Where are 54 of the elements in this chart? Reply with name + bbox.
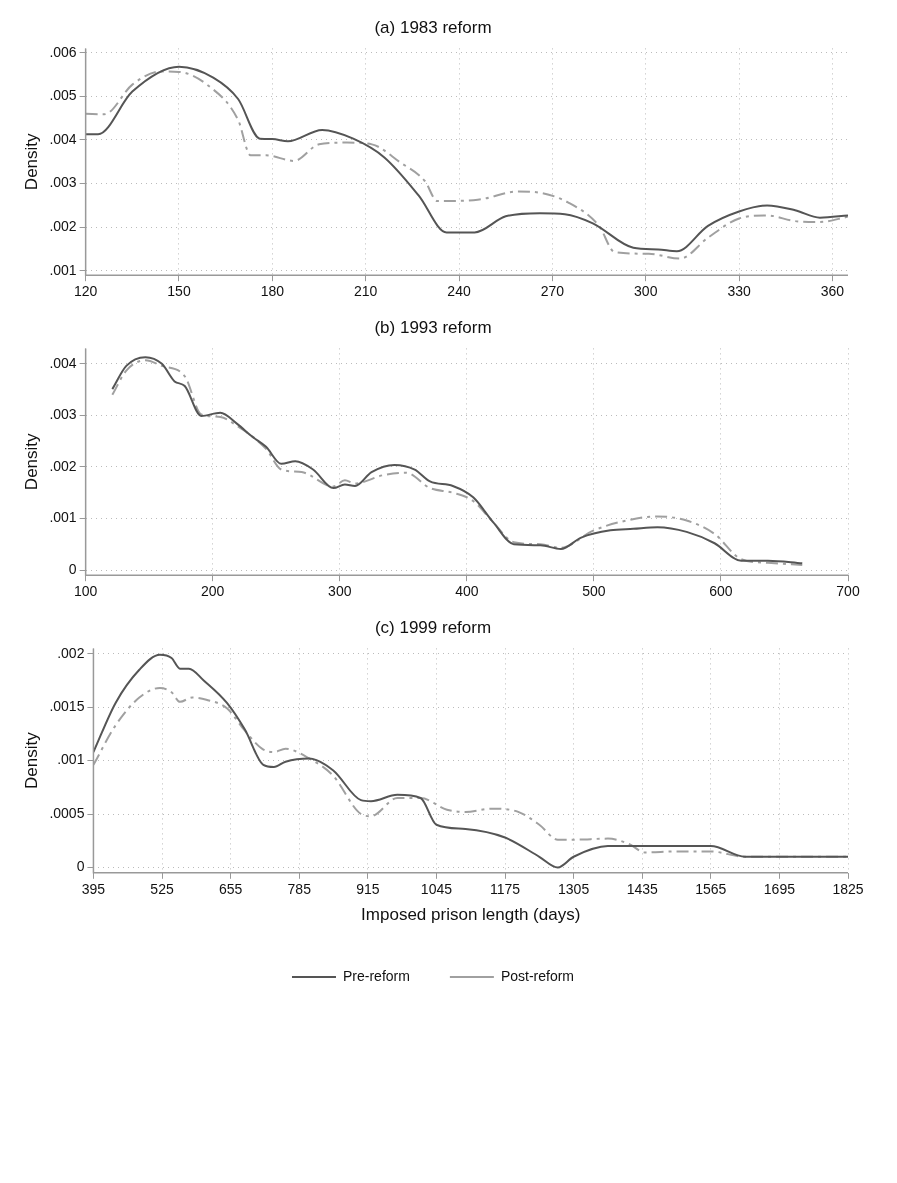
x-tick-label: 600 (709, 583, 733, 600)
y-tick-label: 0 (68, 560, 77, 577)
y-tick-label: .005 (49, 87, 77, 104)
x-tick-label: 1565 (695, 881, 727, 898)
x-tick-label: 1175 (489, 881, 521, 898)
x-tick-label: 100 (73, 583, 98, 600)
legend-label: Pre-reform (342, 967, 410, 984)
x-tick-label: 700 (836, 583, 860, 600)
x-tick-label: 240 (447, 283, 471, 300)
x-tick-label: 500 (582, 583, 606, 600)
y-tick-label: .001 (57, 751, 85, 768)
y-tick-label: .003 (49, 174, 77, 191)
x-tick-label: 300 (634, 283, 658, 300)
x-tick-label: 915 (356, 881, 380, 898)
y-tick-label: .002 (49, 218, 77, 235)
x-tick-label: 300 (328, 583, 352, 600)
y-tick-label: .001 (49, 509, 77, 526)
line-series (93, 653, 848, 869)
y-tick-label: .001 (49, 261, 77, 278)
x-tick-label: 120 (73, 283, 98, 300)
y-axis-title: Density (21, 132, 41, 191)
x-tick-label: 525 (150, 881, 174, 898)
x-tick-label: 210 (354, 283, 378, 300)
y-tick-label: .004 (49, 354, 77, 371)
y-tick-label: 0 (76, 858, 85, 875)
x-tick-label: 655 (218, 881, 243, 898)
x-axis-title: Imposed prison length (days) (361, 905, 581, 925)
x-tick-label: 400 (455, 583, 479, 600)
x-tick-label: 330 (727, 283, 751, 300)
x-tick-label: 785 (287, 881, 312, 898)
y-tick-label: .003 (49, 406, 77, 423)
x-tick-label: 1045 (420, 881, 453, 898)
y-tick-label: .004 (49, 130, 77, 147)
y-tick-label: .0005 (49, 804, 85, 821)
x-tick-label: 200 (201, 583, 225, 600)
x-tick-label: 1825 (832, 881, 864, 898)
x-tick-label: 1435 (626, 881, 658, 898)
legend-label: Post-reform (500, 967, 575, 984)
x-tick-label: 1695 (763, 881, 796, 898)
x-tick-label: 360 (820, 283, 845, 300)
x-tick-label: 180 (260, 283, 285, 300)
chart-title: (b) 1993 reform (374, 317, 492, 337)
x-tick-label: 270 (540, 283, 565, 300)
chart-title: (c) 1999 reform (374, 617, 492, 637)
y-tick-label: .0015 (49, 698, 85, 715)
y-axis-title: Density (21, 731, 41, 789)
x-tick-label: 1305 (558, 881, 590, 898)
x-tick-label: 150 (167, 283, 191, 300)
y-tick-label: .002 (57, 644, 85, 661)
x-tick-label: 395 (81, 881, 106, 898)
y-tick-label: .006 (49, 43, 77, 60)
y-tick-label: .002 (49, 457, 77, 474)
chart-title: (a) 1983 reform (374, 17, 492, 37)
y-axis-title: Density (21, 432, 41, 491)
